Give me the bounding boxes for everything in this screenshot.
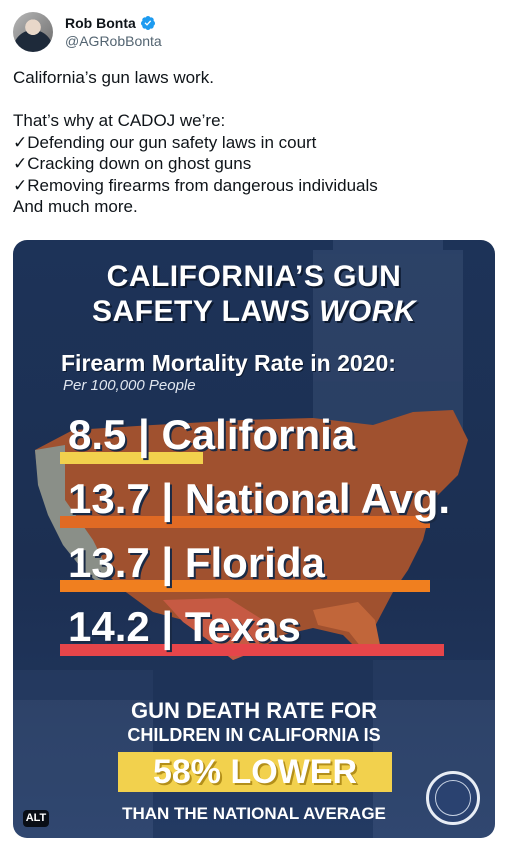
stat-bar <box>60 516 430 528</box>
card-title-line2-main: SAFETY LAWS <box>91 295 320 328</box>
tweet-image-card[interactable]: CALIFORNIA’S GUN SAFETY LAWS WORK Firear… <box>13 240 495 838</box>
card-subtitle-note: Per 100,000 People <box>63 377 196 394</box>
tweet-header: Rob Bonta @AGRobBonta <box>13 12 493 56</box>
attorney-general-seal-icon <box>426 771 480 825</box>
card-title-line2: SAFETY LAWS WORK <box>13 295 495 329</box>
tweet-line: ✓Cracking down on ghost guns <box>13 154 252 173</box>
tweet-line: That’s why at CADOJ we’re: <box>13 111 226 130</box>
stat-bar <box>60 644 444 656</box>
stat-label: 8.5 | California <box>68 411 356 458</box>
author-name-row[interactable]: Rob Bonta <box>65 15 156 31</box>
tweet-line: ✓Removing firearms from dangerous indivi… <box>13 175 378 195</box>
verified-badge-icon <box>140 16 155 30</box>
avatar[interactable] <box>13 12 53 52</box>
highlight-text: 58% LOWER <box>152 753 358 791</box>
card-subtitle: Firearm Mortality Rate in 2020: <box>61 350 396 376</box>
author-handle[interactable]: @AGRobBonta <box>65 33 162 49</box>
stat-bar <box>60 452 203 464</box>
card-title-line1: CALIFORNIA’S GUN <box>106 260 402 293</box>
tweet-line: ✓Defending our gun safety laws in court <box>13 132 317 152</box>
stat-label: 13.7 | National Avg. <box>68 475 451 522</box>
footer-line1: GUN DEATH RATE FOR <box>130 698 378 723</box>
stat-label: 14.2 | Texas <box>68 603 301 650</box>
tweet-text: California’s gun laws work. That’s why a… <box>13 67 495 218</box>
author-name[interactable]: Rob Bonta <box>65 15 136 31</box>
tweet-line: And much more. <box>13 197 138 216</box>
tweet-blank-line <box>13 89 495 111</box>
footer-line2: CHILDREN IN CALIFORNIA IS <box>127 725 381 745</box>
footer-line3: THAN THE NATIONAL AVERAGE <box>122 804 386 823</box>
highlight-box <box>118 752 392 792</box>
stat-bar <box>60 580 430 592</box>
card-title-line2-emphasis: WORK <box>319 295 417 328</box>
stat-label: 13.7 | Florida <box>68 539 325 586</box>
tweet-line: California’s gun laws work. <box>13 68 214 87</box>
alt-text-badge[interactable]: ALT <box>23 810 49 827</box>
usa-map-illustration <box>13 240 495 838</box>
